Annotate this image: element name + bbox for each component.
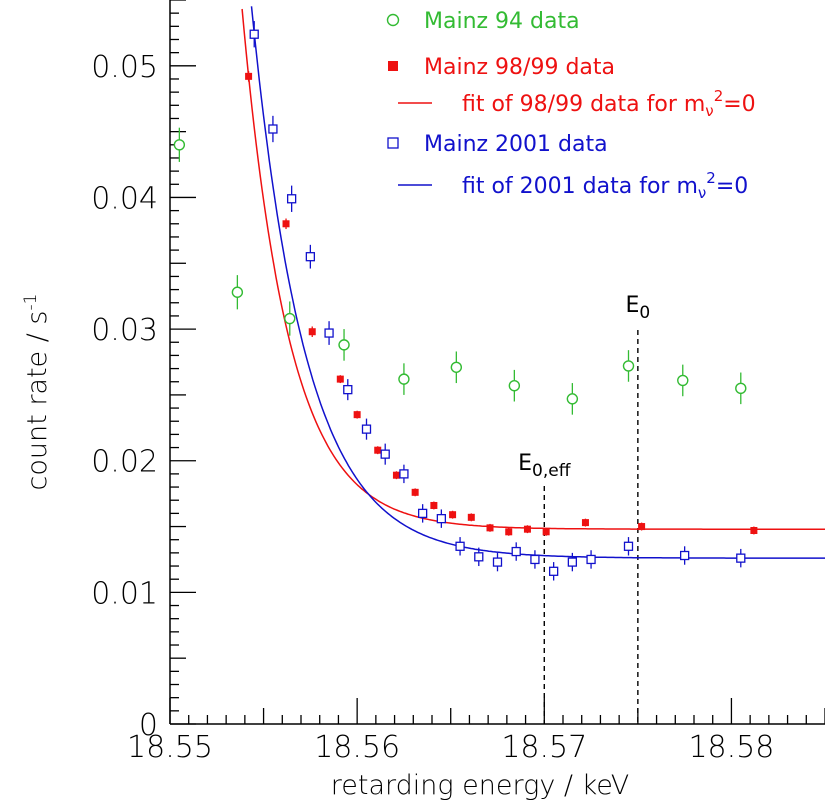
data-point: [231, 286, 244, 298]
data-point: [286, 194, 297, 204]
data-point: [245, 72, 253, 80]
data-point: [173, 139, 186, 151]
data-point: [450, 361, 463, 373]
data-point: [249, 29, 259, 39]
data-point: [380, 449, 390, 459]
y-tick-label: 0.03: [91, 313, 158, 348]
legend-marker: [387, 137, 399, 149]
data-point: [474, 552, 484, 562]
legend-label: fit of 98/99 data for mν2=0: [462, 87, 756, 120]
data-point: [430, 501, 438, 509]
data-point: [548, 566, 559, 576]
data-point: [523, 525, 531, 533]
data-point: [677, 374, 689, 387]
data-point: [343, 384, 353, 395]
annotation-label: E0,eff: [518, 451, 572, 481]
fit-curve: [241, 8, 825, 530]
data-point: [392, 471, 400, 479]
x-tick-label: 18.56: [314, 730, 400, 765]
data-point: [308, 328, 316, 336]
annotation-label: E0: [625, 293, 650, 323]
legend-label: Mainz 2001 data: [424, 132, 608, 157]
y-tick-label: 0.05: [91, 50, 158, 85]
data-point: [417, 508, 428, 519]
y-tick-label: 0.04: [91, 181, 158, 216]
data-point: [736, 553, 746, 563]
data-point: [486, 524, 494, 532]
data-point: [467, 513, 475, 521]
data-point: [566, 393, 579, 405]
y-axis-label: count rate / s-1: [21, 294, 53, 491]
data-point: [455, 541, 465, 551]
legend-label: Mainz 98/99 data: [424, 55, 615, 80]
data-point: [284, 312, 296, 325]
y-axis-label-sup: -1: [21, 294, 41, 311]
data-point: [305, 252, 316, 262]
x-axis-label: retarding energy / keV: [331, 770, 629, 801]
legend-marker: [386, 13, 400, 27]
data-point: [338, 339, 350, 351]
data-point: [542, 528, 550, 536]
data-point: [505, 528, 513, 536]
data-point: [530, 554, 540, 565]
data-point: [436, 513, 447, 524]
data-point: [581, 519, 589, 527]
y-ticks: 0 0.01 0.02 0.03 0.04 0.05: [91, 0, 196, 743]
data-point: [679, 550, 690, 561]
y-axis-label-text: count rate / s: [22, 311, 53, 491]
data-point: [567, 557, 578, 567]
data-point: [353, 411, 361, 419]
y-tick-label: 0: [139, 708, 158, 743]
data-point: [282, 220, 290, 228]
x-tick-label: 18.58: [688, 730, 774, 765]
data-point: [398, 373, 410, 385]
data-point: [411, 488, 419, 496]
data-point: [511, 546, 521, 557]
data-point: [623, 541, 634, 551]
data-point: [449, 511, 457, 519]
data-point: [750, 526, 758, 534]
data-point: [492, 557, 503, 567]
legend-label: fit of 2001 data for mν2=0: [462, 169, 748, 202]
y-tick-label: 0.02: [91, 445, 158, 480]
y-tick-label: 0.01: [91, 576, 158, 611]
data-point: [374, 446, 382, 454]
x-ticks: 18.55 18.56 18.57 18.58: [127, 698, 825, 765]
data-point: [268, 124, 278, 134]
data-point: [638, 523, 646, 531]
x-tick-label: 18.57: [501, 730, 587, 765]
legend: Mainz 94 data Mainz 98/99 data fit of 98/9…: [386, 9, 756, 202]
data-point: [735, 382, 747, 395]
data-points: [173, 21, 758, 581]
x-tick-label: 18.55: [127, 730, 213, 765]
data-point: [336, 375, 344, 383]
data-point: [622, 360, 635, 372]
data-point: [361, 424, 372, 434]
legend-marker: [388, 61, 398, 71]
data-point: [324, 328, 334, 338]
annotations: E0 E0,eff: [518, 293, 650, 724]
data-point: [399, 469, 409, 479]
data-point: [508, 379, 521, 392]
data-point: [586, 554, 596, 565]
plot-area: 18.55 18.56 18.57 18.58 0 0.01 0.02 0.03 0.04 0.…: [91, 0, 825, 765]
legend-label: Mainz 94 data: [424, 9, 580, 34]
